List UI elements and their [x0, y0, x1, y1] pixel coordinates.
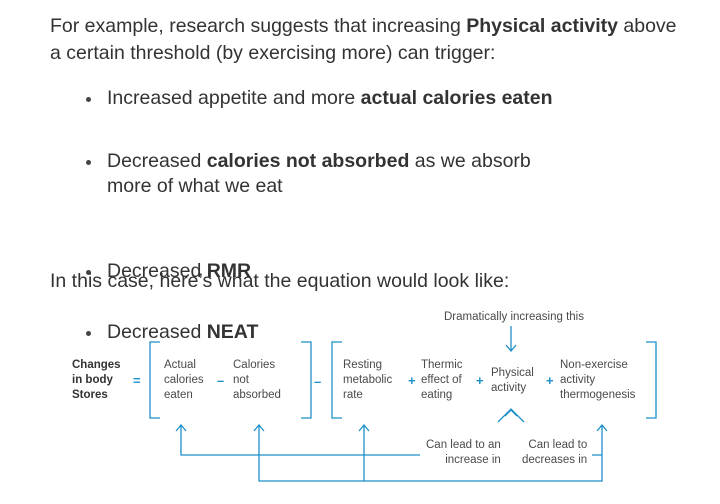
- intro-text-end: above a certain threshold (by exercising…: [50, 15, 677, 64]
- lead-to-decrease-label: Can lead to decreases in: [522, 439, 588, 466]
- connector-decrease: [258, 450, 603, 482]
- bullet-bold-text: actual calories eaten: [360, 87, 553, 109]
- bullet-text: Decreased: [107, 150, 207, 172]
- resting-metabolic-rate-label: Resting metabolic rate: [343, 359, 393, 401]
- equals-sign: =: [133, 373, 141, 388]
- actual-calories-eaten-label: Actual calories eaten: [164, 359, 204, 401]
- plus-sign-2: +: [476, 373, 484, 388]
- arrow-up-actual-calories: [175, 423, 187, 451]
- changes-in-body-stores-label: Changes in body Stores: [72, 359, 121, 401]
- bullet-item-neat: Decreased NEAT: [84, 320, 684, 345]
- equation-lines-svg: [149, 326, 657, 482]
- bracket-left-1: [149, 341, 160, 419]
- bullet-dot-icon: [86, 270, 91, 275]
- physical-activity-fork-icon: [497, 408, 525, 423]
- physical-activity-label: Physical activity: [491, 367, 534, 394]
- minus-sign-inner: –: [217, 373, 225, 388]
- calories-not-absorbed-label: Calories not absorbed: [233, 359, 281, 401]
- bullet-bold-text: NEAT: [206, 321, 259, 343]
- bullet-text: Decreased: [107, 321, 207, 343]
- intro-text-start: For example, research suggests that incr…: [50, 15, 467, 37]
- bracket-left-2: [331, 341, 342, 419]
- thermic-effect-of-eating-label: Thermic effect of eating: [421, 359, 463, 401]
- bracket-right-2: [646, 341, 657, 419]
- top-note-arrow-icon: [505, 326, 517, 353]
- bullet-item-absorption: Decreased calories not absorbed as we ab…: [84, 149, 547, 199]
- bullet-dot-icon: [86, 97, 91, 102]
- bullet-item-rmr: Decreased RMR: [84, 259, 684, 284]
- arrow-up-neat: [596, 423, 608, 450]
- top-note-label: Dramatically increasing this: [444, 311, 584, 323]
- neat-label: Non-exercise activity thermogenesis: [560, 359, 636, 401]
- plus-sign-3: +: [546, 373, 554, 388]
- energy-balance-equation-diagram: Dramatically increasing this Changes in …: [0, 300, 720, 504]
- bullet-text-end: as we absorb more of what we eat: [107, 150, 531, 197]
- bullet-bold-text: RMR: [206, 260, 252, 282]
- bullet-bold-text: calories not absorbed: [206, 150, 410, 172]
- arrow-up-not-absorbed: [253, 423, 265, 450]
- arrow-up-rmr: [358, 423, 370, 450]
- bracket-right-1: [301, 341, 312, 419]
- bullet-text: Increased appetite and more: [107, 87, 361, 109]
- bullet-dot-icon: [86, 331, 91, 336]
- minus-sign-outer: –: [314, 374, 322, 389]
- bullet-item-appetite: Increased appetite and more actual calor…: [84, 86, 684, 111]
- lead-to-increase-label: Can lead to an increase in: [426, 439, 501, 466]
- intro-paragraph: For example, research suggests that incr…: [50, 13, 690, 67]
- intro-bold-physical-activity: Physical activity: [466, 15, 618, 37]
- connector-increase: [180, 450, 420, 456]
- bullet-text: Decreased: [107, 260, 207, 282]
- bullet-dot-icon: [86, 160, 91, 165]
- effects-bullet-list: Increased appetite and more actual calor…: [84, 86, 684, 343]
- plus-sign-1: +: [408, 373, 416, 388]
- outro-paragraph: In this case, here’s what the equation w…: [50, 270, 510, 292]
